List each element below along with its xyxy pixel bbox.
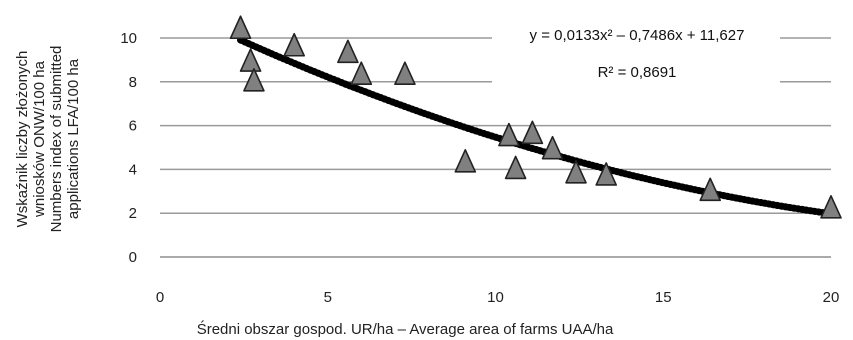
data-point bbox=[337, 39, 359, 64]
data-point bbox=[565, 159, 587, 184]
y-axis-label-line: wniosków ONW/100 ha bbox=[31, 60, 48, 218]
x-tick-label: 20 bbox=[823, 289, 840, 306]
x-tick-label: 0 bbox=[156, 289, 164, 306]
data-point bbox=[283, 32, 306, 57]
data-point bbox=[699, 177, 722, 202]
x-tick-label: 10 bbox=[487, 289, 504, 306]
x-tick-labels: 0 5 10 15 20 bbox=[156, 289, 840, 306]
trendline-equation: y = 0,0133x² – 0,7486x + 11,627 bbox=[530, 27, 745, 44]
y-tick-label: 10 bbox=[120, 30, 137, 47]
data-point bbox=[595, 162, 618, 186]
data-points bbox=[229, 15, 842, 219]
trendline-curve bbox=[237, 36, 835, 218]
y-tick-label: 6 bbox=[129, 118, 137, 135]
annotation-background bbox=[492, 22, 780, 86]
data-point bbox=[541, 135, 564, 160]
y-tick-label: 8 bbox=[129, 74, 137, 91]
y-axis-label-line: Wskaźnik liczby złożonych bbox=[14, 51, 31, 228]
x-tick-label: 5 bbox=[324, 289, 332, 306]
data-point bbox=[521, 120, 544, 145]
x-axis-label: Średni obszar gospod. UR/ha – Average ar… bbox=[197, 320, 614, 338]
trendline bbox=[237, 36, 835, 218]
y-tick-labels: 0 2 4 6 8 10 bbox=[120, 30, 137, 266]
data-point bbox=[498, 122, 520, 147]
data-point bbox=[454, 149, 477, 173]
x-tick-label: 15 bbox=[655, 289, 672, 306]
y-tick-label: 2 bbox=[129, 205, 137, 222]
y-axis-label-line: Numbers index of submitted bbox=[48, 46, 65, 233]
y-tick-label: 4 bbox=[129, 161, 137, 178]
y-axis-label-line: applications LFA/100 ha bbox=[65, 58, 82, 219]
y-axis-label: Wskaźnik liczby złożonych wniosków ONW/1… bbox=[14, 46, 82, 233]
data-point bbox=[820, 195, 842, 219]
data-point bbox=[229, 15, 252, 40]
y-tick-label: 0 bbox=[129, 249, 137, 266]
data-point bbox=[350, 61, 373, 86]
data-point bbox=[243, 68, 265, 92]
data-point bbox=[239, 48, 262, 72]
data-point bbox=[504, 155, 527, 180]
data-point bbox=[394, 61, 416, 86]
r-squared-label: R² = 0,8691 bbox=[598, 64, 677, 81]
